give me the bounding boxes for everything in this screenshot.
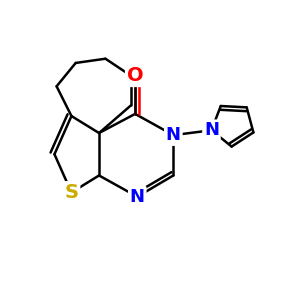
Text: N: N xyxy=(204,121,219,139)
Text: N: N xyxy=(166,126,181,144)
Text: O: O xyxy=(127,66,143,85)
Text: S: S xyxy=(64,183,78,202)
Text: N: N xyxy=(130,188,145,206)
